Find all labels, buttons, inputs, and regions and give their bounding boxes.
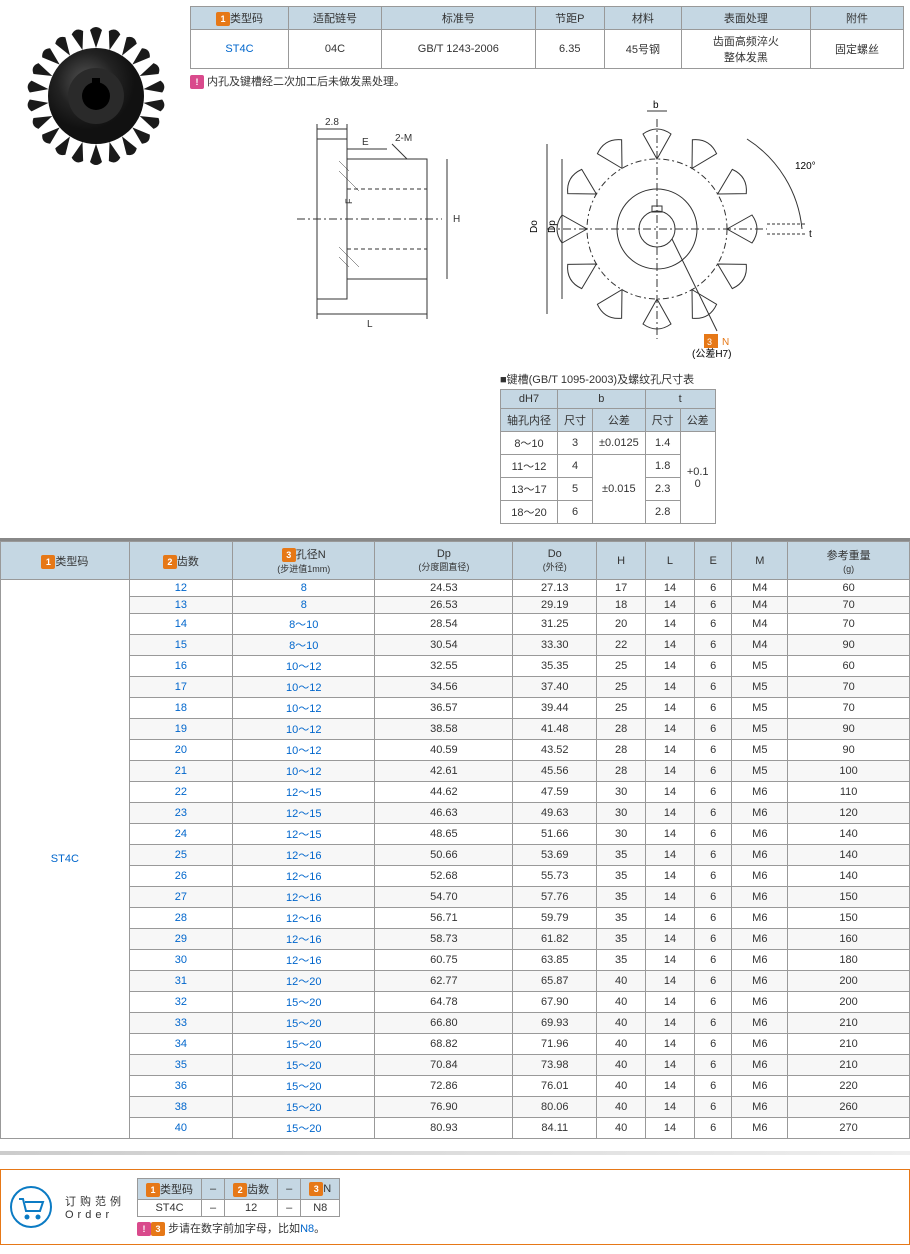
svg-text:H: H	[453, 214, 460, 225]
divider	[0, 1151, 910, 1155]
process-note: ! 内孔及键槽经二次加工后未做发黑处理。	[190, 73, 904, 89]
svg-text:E: E	[362, 137, 369, 148]
svg-text:F: F	[344, 198, 354, 204]
note-badge: !	[190, 75, 204, 89]
svg-text:b: b	[653, 100, 659, 111]
product-image	[6, 6, 186, 186]
side-view-diagram: 2.8 E 2-M F H L	[257, 99, 477, 339]
keyway-table: dH7 b t 轴孔内径 尺寸公差 尺寸公差 8～103±0.01251.4+0…	[500, 389, 716, 524]
svg-text:Do: Do	[529, 220, 540, 233]
svg-text:2.8: 2.8	[325, 117, 339, 128]
svg-text:L: L	[367, 319, 373, 330]
svg-text:Dp: Dp	[547, 220, 558, 233]
svg-text:120°: 120°	[795, 161, 816, 172]
svg-text:(公差H7): (公差H7)	[692, 347, 731, 359]
front-view-diagram: b 120° t Do Dp 3 N (公差H7)	[517, 99, 837, 359]
order-section: 订购范例 Order 1类型码–2齿数–3N ST4C–12–N8 !3 步请在…	[0, 1169, 910, 1245]
order-table: 1类型码–2齿数–3N ST4C–12–N8	[137, 1178, 340, 1217]
order-note: !3 步请在数字前加字母，比如N8。	[137, 1220, 340, 1236]
diagram-area: 2.8 E 2-M F H L	[190, 99, 904, 359]
svg-text:N: N	[722, 337, 729, 348]
cart-icon	[9, 1185, 53, 1229]
svg-text:2-M: 2-M	[395, 133, 412, 144]
sprocket-photo	[19, 19, 174, 174]
note-text: 内孔及键槽经二次加工后未做发黑处理。	[207, 76, 405, 88]
svg-text:3: 3	[707, 337, 712, 347]
keyway-title: ■键槽(GB/T 1095-2003)及螺纹孔尺寸表	[500, 371, 904, 387]
order-label-en: Order	[65, 1209, 125, 1221]
spec-table: 1类型码适配链号标准号节距P材料表面处理附件 ST4C04CGB/T 1243-…	[190, 6, 904, 69]
order-label-cn: 订购范例	[65, 1193, 125, 1209]
svg-text:t: t	[809, 229, 812, 240]
main-table: 1类型码2齿数3孔径N(步进值1mm)Dp(分度圆直径)Do(外径)HLEM参考…	[0, 541, 910, 1139]
